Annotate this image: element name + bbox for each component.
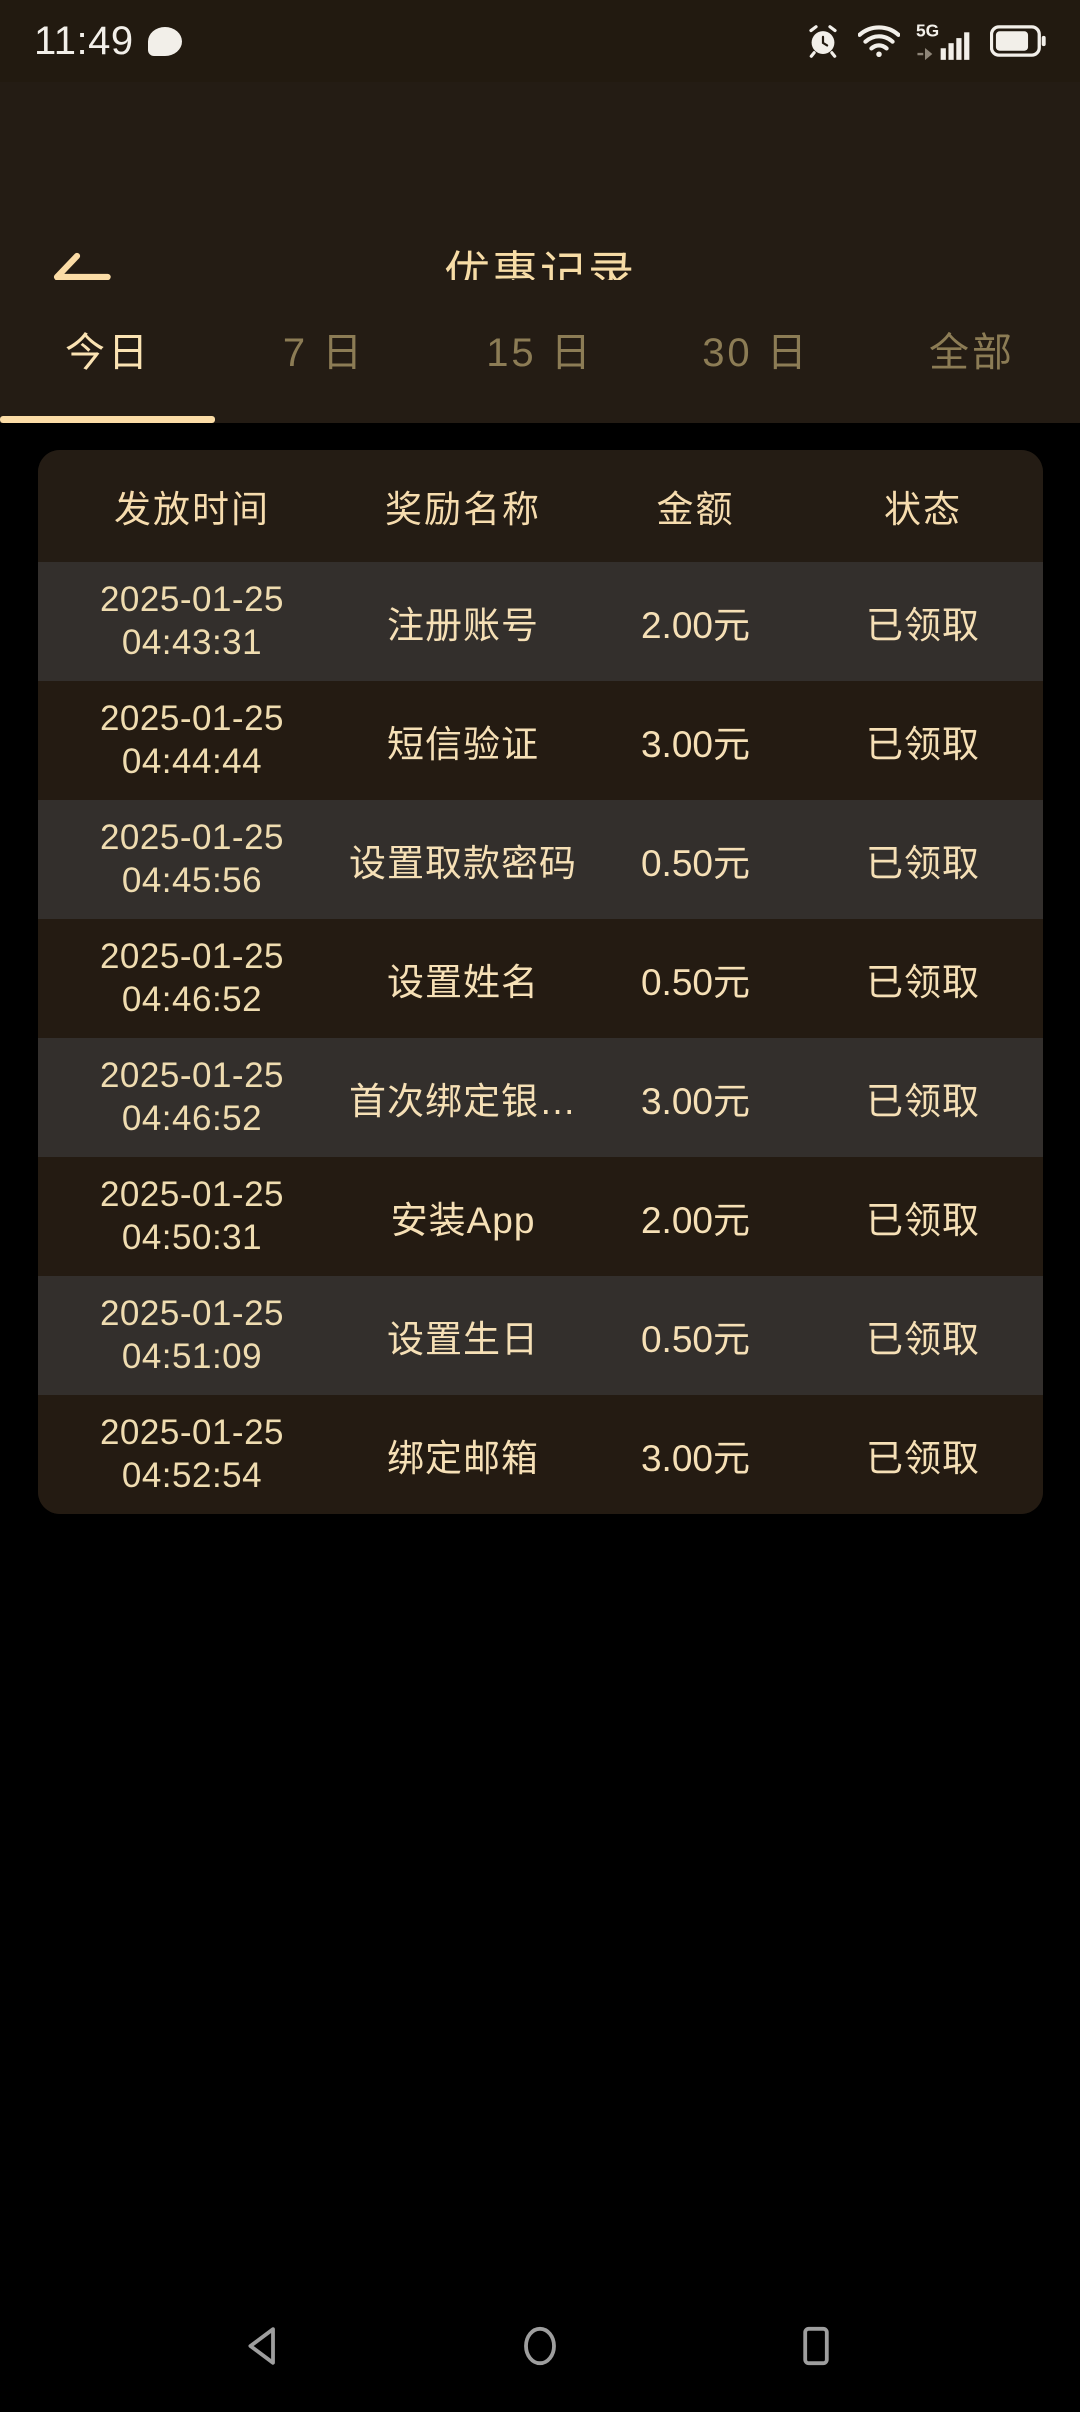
cell-amount: 3.00元: [640, 723, 750, 765]
record-date: 2025-01-25: [99, 579, 285, 619]
android-navigation-bar: [0, 2280, 1080, 2412]
cell-reward-name: 绑定邮箱: [387, 1437, 539, 1479]
record-time: 04:52:54: [121, 1455, 263, 1495]
column-header-amount: 金额: [656, 489, 735, 530]
app-header: 优惠记录: [0, 82, 1080, 302]
record-date: 2025-01-25: [99, 698, 285, 738]
column-header-issue-time: 发放时间: [114, 489, 270, 530]
record-time: 04:45:56: [121, 860, 263, 900]
cell-issue-time: 2025-01-25 04:50:31: [38, 1174, 338, 1259]
cell-issue-time: 2025-01-25 04:44:44: [38, 698, 338, 783]
record-time: 04:50:31: [121, 1217, 263, 1257]
tab-all[interactable]: 全部: [929, 330, 1015, 375]
record-date: 2025-01-25: [99, 817, 285, 857]
cell-issue-time: 2025-01-25 04:46:52: [38, 936, 338, 1021]
cell-amount: 3.00元: [640, 1437, 750, 1479]
cell-status: 已领取: [866, 961, 980, 1003]
cell-reward-name: 短信验证: [387, 723, 539, 765]
alarm-icon: [809, 25, 837, 58]
record-time: 04:44:44: [121, 741, 263, 781]
tab-7-days[interactable]: 7 日: [282, 330, 366, 375]
status-bar: 11:49 5G: [0, 0, 1080, 82]
triangle-back-icon: [248, 2327, 275, 2365]
tab-today[interactable]: 今日: [65, 330, 151, 375]
nav-recents-button[interactable]: [781, 2311, 851, 2381]
cell-status: 已领取: [866, 1080, 980, 1122]
table-row[interactable]: 2025-01-25 04:45:56 设置取款密码 0.50元 已领取: [38, 800, 1043, 919]
cell-issue-time: 2025-01-25 04:52:54: [38, 1412, 338, 1497]
table-row[interactable]: 2025-01-25 04:44:44 短信验证 3.00元 已领取: [38, 681, 1043, 800]
table-row[interactable]: 2025-01-25 04:43:31 注册账号 2.00元 已领取: [38, 562, 1043, 681]
records-table-card: 发放时间 奖励名称 金额 状态 2025-01-25 04:43:31 注册账号…: [38, 450, 1043, 1514]
cell-status: 已领取: [866, 723, 980, 765]
cell-amount: 0.50元: [640, 842, 750, 884]
cell-issue-time: 2025-01-25 04:51:09: [38, 1293, 338, 1378]
cell-status: 已领取: [866, 1199, 980, 1241]
cell-amount: 0.50元: [640, 961, 750, 1003]
record-date: 2025-01-25: [99, 1412, 285, 1452]
table-header-row: 发放时间 奖励名称 金额 状态: [38, 450, 1043, 562]
circle-home-icon: [524, 2326, 556, 2366]
square-recents-icon: [803, 2326, 829, 2366]
cell-reward-name: 注册账号: [387, 604, 539, 646]
cell-issue-time: 2025-01-25 04:43:31: [38, 579, 338, 664]
record-date: 2025-01-25: [99, 1055, 285, 1095]
period-tab-bar: 今日 7 日 15 日 30 日 全部: [0, 280, 1080, 423]
cell-status: 已领取: [866, 842, 980, 884]
table-row[interactable]: 2025-01-25 04:50:31 安装App 2.00元 已领取: [38, 1157, 1043, 1276]
signal-5g-icon: 5G: [916, 21, 970, 61]
cell-reward-name: 设置姓名: [387, 961, 539, 1003]
nav-home-button[interactable]: [505, 2311, 575, 2381]
record-date: 2025-01-25: [99, 936, 285, 976]
cell-amount: 3.00元: [640, 1080, 750, 1122]
table-row[interactable]: 2025-01-25 04:46:52 设置姓名 0.50元 已领取: [38, 919, 1043, 1038]
record-time: 04:43:31: [121, 622, 263, 662]
cell-amount: 2.00元: [640, 604, 750, 646]
status-time: 11:49: [34, 18, 134, 63]
cell-amount: 2.00元: [640, 1199, 750, 1241]
cell-status: 已领取: [866, 1318, 980, 1360]
cell-reward-name: 设置取款密码: [349, 842, 577, 884]
cell-status: 已领取: [866, 604, 980, 646]
chat-bubble-icon: [147, 26, 182, 56]
status-bar-right: 5G: [804, 19, 1046, 63]
cell-amount: 0.50元: [640, 1318, 750, 1360]
status-bar-left: 11:49: [34, 19, 182, 64]
tab-30-days[interactable]: 30 日: [702, 330, 810, 375]
column-header-reward-name: 奖励名称: [385, 489, 541, 530]
record-date: 2025-01-25: [99, 1293, 285, 1333]
tab-15-days[interactable]: 15 日: [486, 330, 594, 375]
wifi-icon: [858, 25, 900, 57]
record-date: 2025-01-25: [99, 1174, 285, 1214]
record-time: 04:46:52: [121, 979, 263, 1019]
cell-reward-name: 首次绑定银…: [349, 1080, 577, 1122]
nav-back-button[interactable]: [229, 2311, 299, 2381]
cell-reward-name: 安装App: [390, 1199, 536, 1241]
battery-icon: [990, 25, 1046, 57]
record-time: 04:46:52: [121, 1098, 263, 1138]
cell-status: 已领取: [866, 1437, 980, 1479]
active-tab-indicator: [0, 416, 215, 423]
table-row[interactable]: 2025-01-25 04:51:09 设置生日 0.50元 已领取: [38, 1276, 1043, 1395]
table-row[interactable]: 2025-01-25 04:46:52 首次绑定银… 3.00元 已领取: [38, 1038, 1043, 1157]
table-row[interactable]: 2025-01-25 04:52:54 绑定邮箱 3.00元 已领取: [38, 1395, 1043, 1514]
cell-issue-time: 2025-01-25 04:46:52: [38, 1055, 338, 1140]
network-type-label: 5G: [916, 21, 939, 41]
record-time: 04:51:09: [121, 1336, 263, 1376]
cell-reward-name: 设置生日: [387, 1318, 539, 1360]
column-header-status: 状态: [884, 489, 962, 530]
cell-issue-time: 2025-01-25 04:45:56: [38, 817, 338, 902]
